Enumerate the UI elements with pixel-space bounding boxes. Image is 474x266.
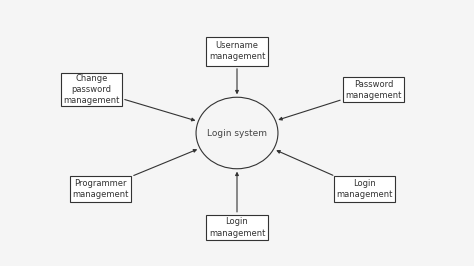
Text: Programmer
management: Programmer management (73, 179, 128, 199)
Text: Login system: Login system (207, 128, 267, 138)
Text: Login
management: Login management (209, 217, 265, 238)
FancyBboxPatch shape (70, 176, 131, 202)
Text: Username
management: Username management (209, 41, 265, 61)
Text: Change
password
management: Change password management (63, 74, 119, 105)
FancyBboxPatch shape (334, 176, 395, 202)
FancyBboxPatch shape (61, 73, 122, 106)
FancyBboxPatch shape (343, 77, 404, 102)
FancyBboxPatch shape (206, 215, 268, 240)
Text: Login
management: Login management (336, 179, 392, 199)
FancyBboxPatch shape (206, 37, 268, 66)
Text: Password
management: Password management (346, 80, 401, 100)
